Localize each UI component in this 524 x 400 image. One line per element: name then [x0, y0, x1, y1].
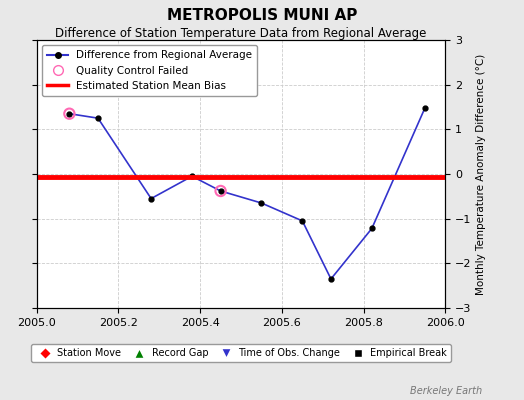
Y-axis label: Monthly Temperature Anomaly Difference (°C): Monthly Temperature Anomaly Difference (…: [476, 53, 486, 295]
Text: Berkeley Earth: Berkeley Earth: [410, 386, 482, 396]
Point: [216, 188, 225, 194]
Point: [65, 110, 73, 117]
Text: METROPOLIS MUNI AP: METROPOLIS MUNI AP: [167, 8, 357, 23]
Title: Difference of Station Temperature Data from Regional Average: Difference of Station Temperature Data f…: [56, 27, 427, 40]
Legend: Station Move, Record Gap, Time of Obs. Change, Empirical Break: Station Move, Record Gap, Time of Obs. C…: [31, 344, 451, 362]
